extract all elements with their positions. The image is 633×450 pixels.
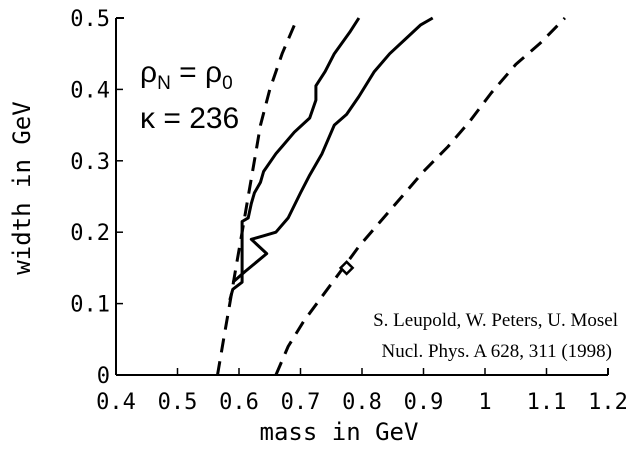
x-tick-label: 1: [478, 390, 491, 415]
series-line-1-dashed: [216, 17, 299, 376]
marker-group: [338, 260, 355, 276]
vacuum-point-marker: [338, 260, 355, 276]
series-line-3-solid: [231, 16, 434, 284]
y-tick-label: 0.4: [70, 78, 110, 103]
x-axis-title: mass in GeV: [260, 418, 419, 446]
x-tick-label: 0.6: [219, 390, 259, 415]
y-tick-label: 0: [97, 364, 110, 389]
x-tick-label: 0.8: [342, 390, 382, 415]
y-tick-label: 0.2: [70, 221, 110, 246]
density-annotation: ρN = ρ0: [140, 56, 233, 94]
series-line-4-dashed: [274, 16, 566, 376]
kappa-annotation: κ = 236: [140, 102, 239, 135]
x-tick-label: 0.5: [158, 390, 198, 415]
x-tick-label: 1.2: [588, 390, 628, 415]
series-line-2-solid: [228, 17, 361, 301]
citation-authors: S. Leupold, W. Peters, U. Mosel: [373, 310, 618, 331]
y-tick-label: 0.3: [70, 150, 110, 175]
x-tick-label: 0.9: [404, 390, 444, 415]
ticks: 0.4 0.5 0.6 0.7 0.8 0.9 1 1.1 1.2 0 0.1 0.2 0.3 0.4 0.…: [70, 7, 628, 415]
x-tick-label: 1.1: [527, 390, 567, 415]
x-tick-label: 0.4: [96, 390, 136, 415]
citation-journal: Nucl. Phys. A 628, 311 (1998): [382, 341, 612, 362]
y-tick-label: 0.1: [70, 293, 110, 318]
x-tick-label: 0.7: [281, 390, 321, 415]
series-group: [216, 16, 566, 376]
y-tick-label: 0.5: [70, 7, 110, 32]
y-axis-title: width in GeV: [8, 101, 36, 274]
